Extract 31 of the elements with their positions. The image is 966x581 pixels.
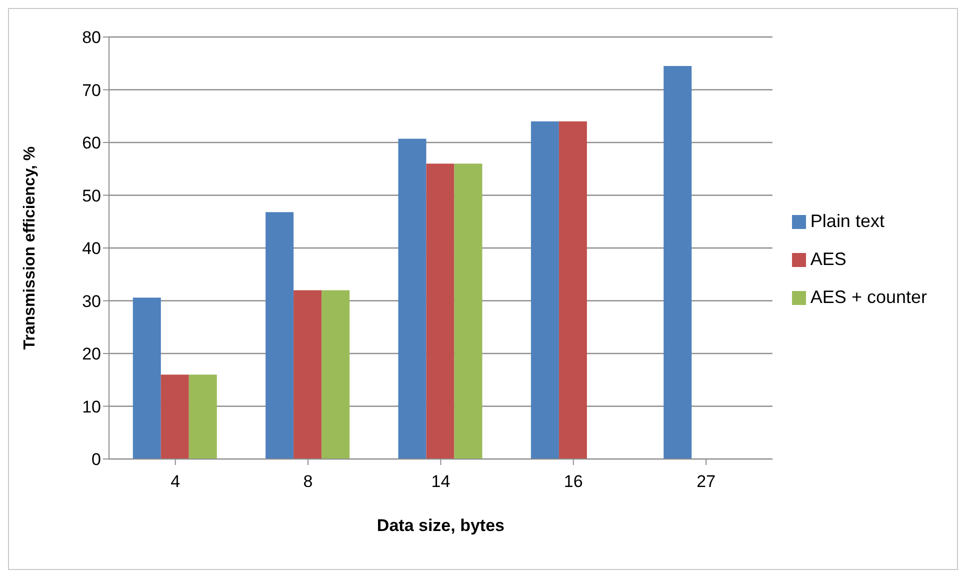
bar xyxy=(188,374,217,459)
x-tick-label: 8 xyxy=(303,472,313,492)
bar xyxy=(530,121,559,459)
bar xyxy=(398,138,426,459)
y-tick-label: 60 xyxy=(82,134,101,153)
y-tick-label: 70 xyxy=(82,80,101,100)
bar xyxy=(266,212,294,459)
y-tick-label: 80 xyxy=(82,28,101,48)
x-axis-title: Data size, bytes xyxy=(376,516,504,535)
bar xyxy=(294,290,322,459)
bar xyxy=(664,66,692,459)
bar xyxy=(454,164,482,459)
y-axis-title: Transmission efficiency, % xyxy=(22,146,39,350)
x-tick-label: 27 xyxy=(696,472,716,492)
y-tick-label: 20 xyxy=(82,344,101,364)
bar xyxy=(160,374,189,459)
y-tick-label: 40 xyxy=(82,239,101,258)
bar xyxy=(558,121,587,459)
y-tick-label: 50 xyxy=(82,186,101,206)
x-tick-label: 4 xyxy=(170,472,180,492)
y-tick-label: 0 xyxy=(92,450,101,470)
bar xyxy=(322,290,350,459)
x-tick-label: 14 xyxy=(431,472,450,492)
legend-label: AES xyxy=(810,249,846,269)
x-tick-label: 16 xyxy=(564,472,583,492)
bar xyxy=(132,298,161,459)
legend-label: Plain text xyxy=(810,211,884,231)
bar xyxy=(426,164,454,459)
legend-label: AES + counter xyxy=(810,287,927,307)
y-tick-label: 30 xyxy=(82,292,101,311)
y-tick-label: 10 xyxy=(82,397,101,416)
